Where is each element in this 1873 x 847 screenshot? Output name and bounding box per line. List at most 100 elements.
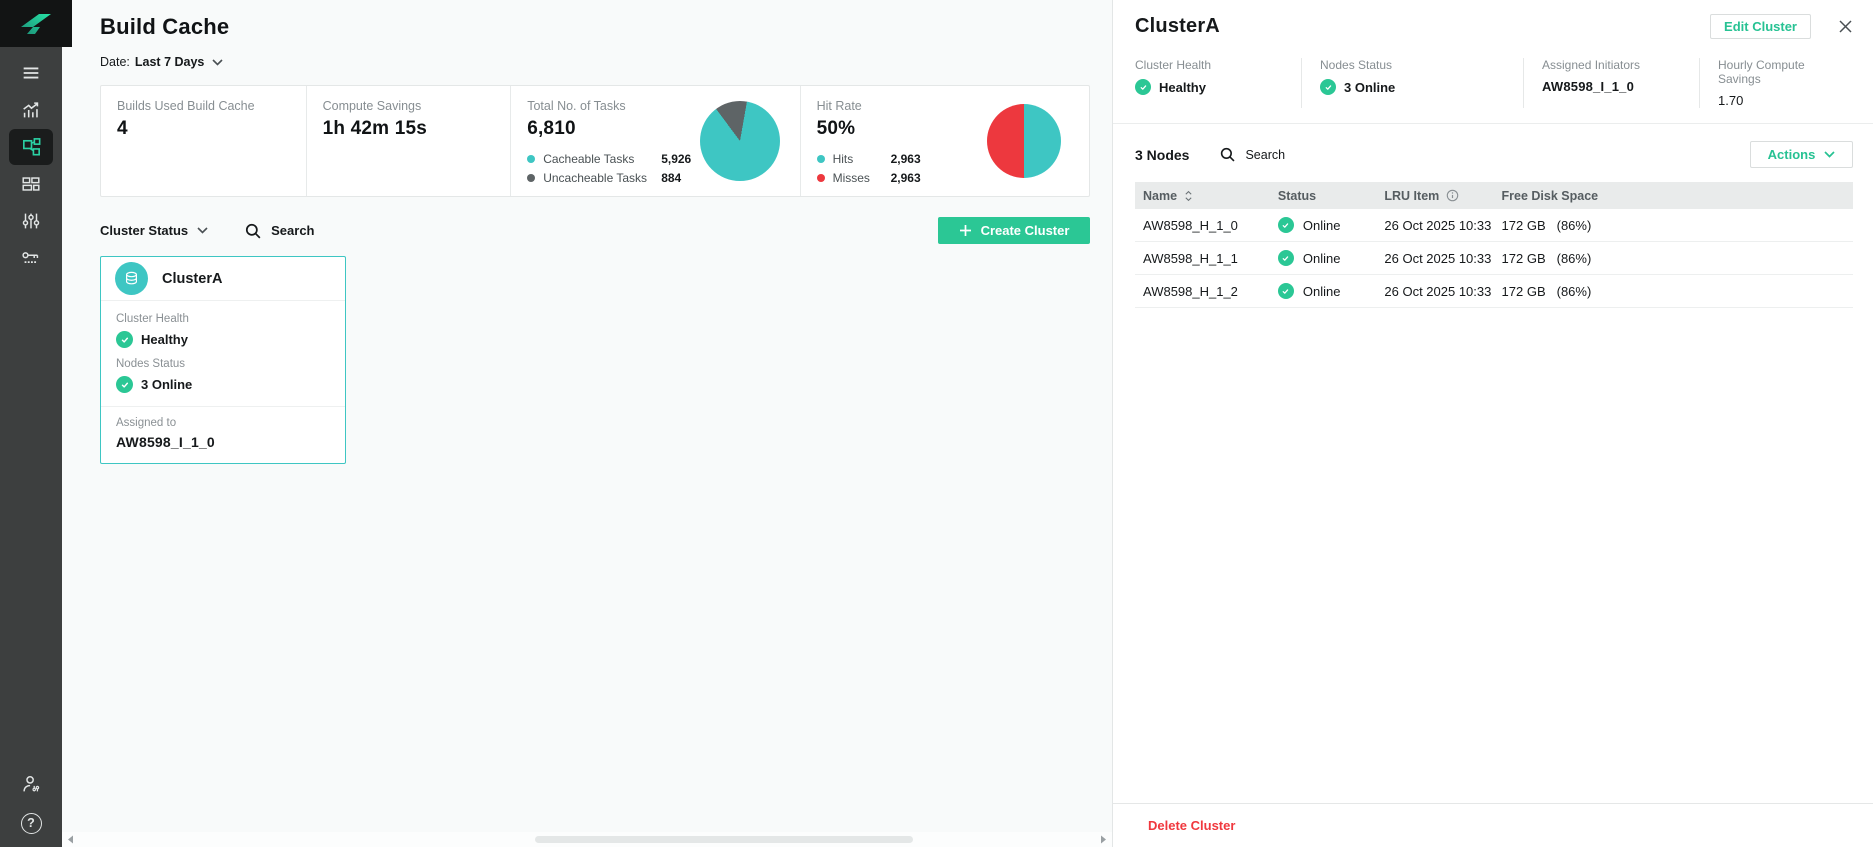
brand-arrow-icon: [21, 13, 51, 34]
check-circle-icon: [1135, 79, 1151, 95]
panel-stat-health: Cluster Health Healthy: [1135, 58, 1301, 108]
stat-label: Compute Savings: [322, 99, 422, 113]
sidebar-item-analytics[interactable]: [9, 92, 53, 128]
node-disk-pct: (86%): [1556, 250, 1592, 266]
cluster-card-assigned: Assigned to AW8598_I_1_0: [101, 406, 345, 463]
node-status: Online: [1302, 250, 1341, 266]
stat-builds-used: Builds Used Build Cache 4: [101, 86, 306, 196]
node-lru: 26 Oct 2025 10:33: [1384, 283, 1492, 299]
stat-value: AW8598_I_1_0: [1542, 79, 1635, 94]
hit-rate-pie-chart: [987, 104, 1061, 178]
table-header: Name Status LRU Item Free Disk Space: [1135, 182, 1853, 209]
legend-label: Misses: [832, 171, 870, 185]
sidebar-item-settings[interactable]: [9, 203, 53, 239]
search-icon: [246, 223, 261, 238]
edit-cluster-label: Edit Cluster: [1724, 19, 1797, 34]
stat-value: 6,810: [527, 118, 576, 139]
chevron-down-icon: [197, 227, 208, 234]
stat-value: 50%: [816, 118, 856, 139]
cluster-search[interactable]: Search: [244, 222, 315, 240]
delete-cluster-button[interactable]: Delete Cluster: [1148, 818, 1236, 833]
stat-label: Nodes Status: [1320, 58, 1393, 72]
panel-stat-nodes: Nodes Status 3 Online: [1301, 58, 1523, 108]
nodes-table: Name Status LRU Item Free Disk Space: [1135, 182, 1853, 308]
legend-label: Cacheable Tasks: [543, 152, 635, 166]
column-header-name[interactable]: Name: [1143, 189, 1278, 203]
sidebar-item-user[interactable]: [9, 766, 53, 802]
cluster-card-body: Cluster Health Healthy Nodes Status 3 On…: [101, 301, 345, 406]
legend-dot-misses: [816, 174, 825, 182]
scroll-right-arrow-icon[interactable]: [1100, 835, 1107, 844]
key-icon: [22, 252, 39, 263]
check-circle-icon: [1277, 250, 1294, 266]
actions-label: Actions: [1767, 147, 1816, 162]
table-row[interactable]: AW8598_H_1_0 Online 26 Oct 2025 10:33 17…: [1135, 209, 1853, 242]
cluster-card[interactable]: ClusterA Cluster Health Healthy Nodes St…: [100, 256, 346, 464]
horizontal-scrollbar[interactable]: [62, 832, 1112, 847]
sidebar: ?: [0, 0, 62, 847]
sidebar-item-build-cache[interactable]: [9, 129, 53, 165]
legend-value: 2,963: [890, 171, 921, 185]
column-header-disk: Free Disk Space: [1501, 188, 1599, 203]
node-disk-pct: (86%): [1556, 283, 1592, 299]
cluster-details-panel: ClusterA Edit Cluster Cluster Health Hea…: [1112, 0, 1873, 847]
page-title: Build Cache: [100, 14, 230, 39]
database-icon: [125, 271, 138, 285]
date-filter[interactable]: Date: Last 7 Days: [100, 55, 223, 69]
table-row[interactable]: AW8598_H_1_2 Online 26 Oct 2025 10:33 17…: [1135, 275, 1853, 308]
cluster-health-label: Cluster Health: [116, 313, 189, 325]
chevron-down-icon: [212, 58, 223, 66]
panel-footer: Delete Cluster: [1113, 803, 1873, 847]
node-status: Online: [1302, 283, 1341, 299]
table-row[interactable]: AW8598_H_1_1 Online 26 Oct 2025 10:33 17…: [1135, 242, 1853, 275]
sliders-icon: [22, 213, 40, 229]
chevron-down-icon: [1824, 151, 1835, 158]
cluster-status-filter[interactable]: Cluster Status: [100, 223, 208, 238]
stat-hit-rate: Hit Rate 50% Hits 2,963 Misses 2,963: [799, 86, 1089, 196]
cluster-card-header: ClusterA: [101, 257, 345, 301]
node-name: AW8598_H_1_1: [1143, 250, 1238, 266]
sidebar-item-initiators[interactable]: [9, 166, 53, 202]
cluster-card-title: ClusterA: [162, 270, 223, 287]
sidebar-item-api-keys[interactable]: [9, 240, 53, 276]
stat-label: Hourly Compute Savings: [1718, 58, 1805, 86]
sidebar-item-help[interactable]: ?: [9, 805, 53, 841]
assigned-to-label: Assigned to: [116, 417, 177, 429]
main-content: Build Cache Date: Last 7 Days Builds Use…: [62, 0, 1112, 847]
close-panel-button[interactable]: [1838, 19, 1853, 34]
node-lru: 26 Oct 2025 10:33: [1384, 217, 1492, 233]
search-label: Search: [1245, 147, 1286, 162]
node-name: AW8598_H_1_0: [1143, 217, 1238, 233]
node-lru: 26 Oct 2025 10:33: [1384, 250, 1492, 266]
analytics-icon: [23, 102, 39, 118]
check-circle-icon: [1277, 283, 1294, 299]
scroll-left-arrow-icon[interactable]: [67, 835, 74, 844]
stat-value: 1.70: [1718, 93, 1744, 108]
column-header-status: Status: [1277, 188, 1317, 203]
create-cluster-button[interactable]: Create Cluster: [938, 217, 1090, 244]
legend-value: 5,926: [661, 152, 692, 166]
stat-label: Total No. of Tasks: [527, 99, 626, 113]
cluster-status-filter-label: Cluster Status: [100, 223, 189, 238]
plus-icon: [959, 225, 971, 236]
edit-cluster-button[interactable]: Edit Cluster: [1710, 14, 1811, 39]
nodes-search[interactable]: Search: [1219, 146, 1285, 163]
cluster-icon: [22, 137, 40, 156]
node-status: Online: [1302, 217, 1341, 233]
panel-stat-initiators: Assigned Initiators AW8598_I_1_0: [1523, 58, 1699, 108]
nodes-status-label: Nodes Status: [116, 358, 186, 370]
info-icon[interactable]: [1446, 189, 1459, 202]
scrollbar-thumb[interactable]: [534, 836, 913, 843]
app-logo[interactable]: [0, 0, 72, 47]
check-circle-icon: [1277, 217, 1294, 233]
panel-title: ClusterA: [1135, 15, 1220, 37]
node-disk: 172 GB: [1501, 250, 1546, 266]
cluster-avatar: [115, 262, 148, 295]
nodes-status-value: 3 Online: [141, 377, 193, 392]
menu-button[interactable]: [9, 55, 53, 91]
hamburger-icon: [23, 67, 39, 79]
actions-button[interactable]: Actions: [1750, 141, 1853, 168]
layout-icon: [22, 177, 40, 191]
node-name: AW8598_H_1_2: [1143, 283, 1238, 299]
node-disk-pct: (86%): [1556, 217, 1592, 233]
